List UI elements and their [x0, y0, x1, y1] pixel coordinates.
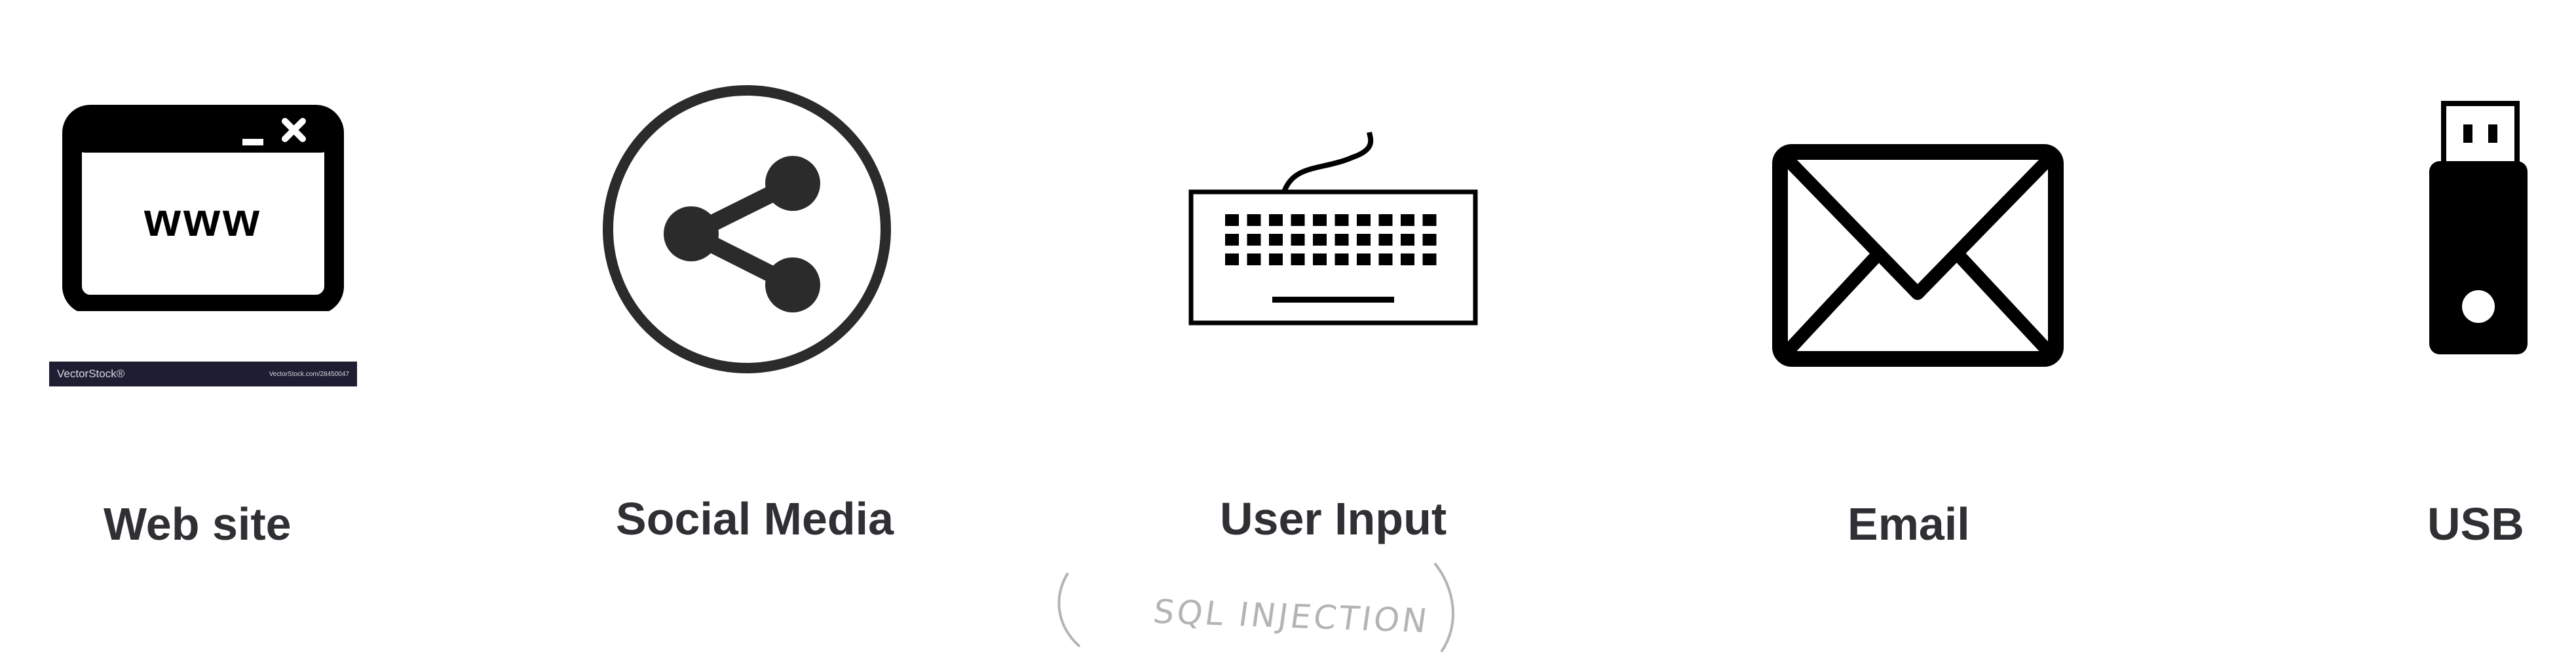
note-brackets — [1057, 562, 1454, 653]
close-icon — [282, 118, 306, 142]
label-usb: USB — [2427, 498, 2524, 550]
label-user-input: User Input — [1220, 493, 1447, 544]
watermark-brand: VectorStock® — [57, 367, 125, 380]
label-web-site: Web site — [104, 498, 292, 550]
label-email: Email — [1847, 498, 1970, 550]
usb-drive-icon — [2429, 101, 2528, 354]
envelope-icon — [1772, 144, 2064, 367]
label-social-media: Social Media — [616, 493, 894, 544]
share-icon — [603, 85, 891, 373]
browser-window-icon: www — [62, 105, 344, 311]
www-text: www — [143, 194, 262, 246]
watermark-bar: VectorStock® VectorStock.com/28450047 — [49, 362, 357, 386]
watermark-url: VectorStock.com/28450047 — [269, 370, 349, 378]
minimize-icon — [242, 139, 263, 145]
keyboard-icon — [1188, 132, 1478, 326]
